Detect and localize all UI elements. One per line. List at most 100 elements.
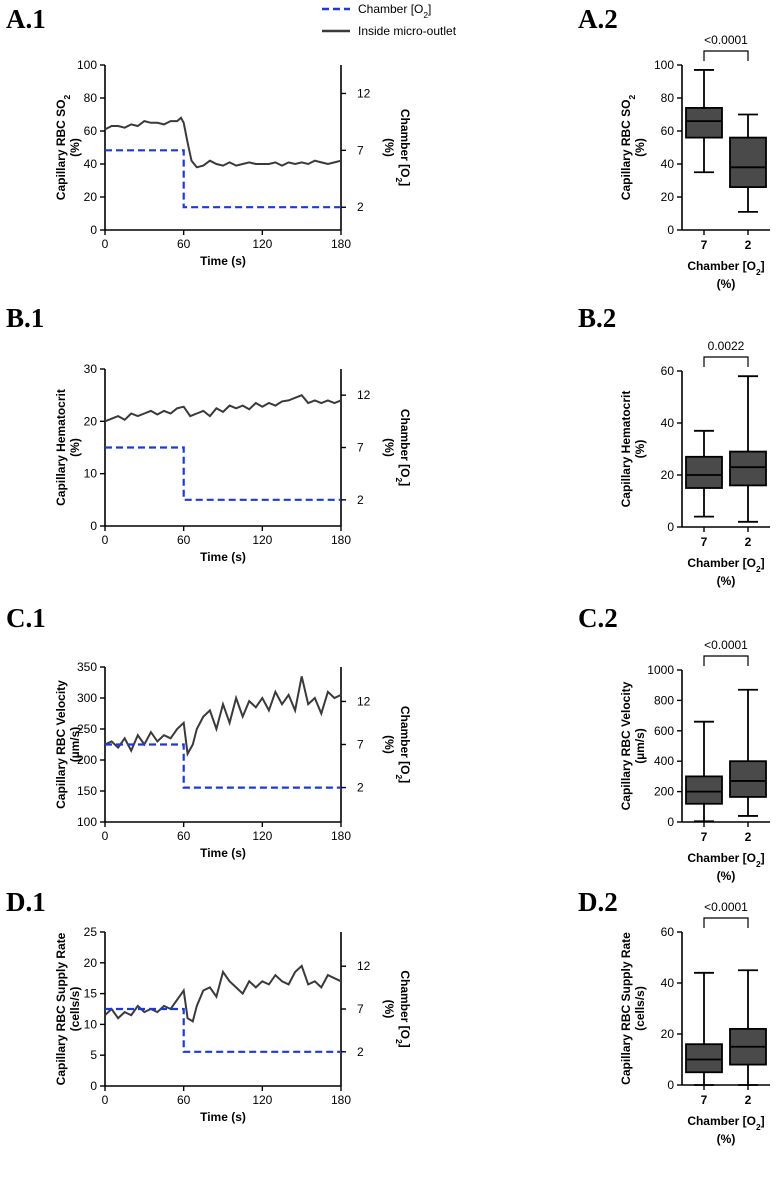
x-tick-label: 60 <box>177 829 191 843</box>
y-tick-label: 10 <box>84 467 98 481</box>
y-axis-unit: (cells/s) <box>68 987 82 1032</box>
legend: Chamber [O2] Inside micro-outlet <box>322 2 457 38</box>
x-tick-label: 60 <box>177 533 191 547</box>
y-axis-title: Capillary RBC SO2 <box>54 94 72 200</box>
panel-label-a1: A.1 <box>6 4 46 34</box>
y-tick-label: 100 <box>654 58 674 72</box>
y-tick-label: 20 <box>84 190 98 204</box>
y2-tick-label: 2 <box>357 493 364 507</box>
box-iqr <box>685 1043 723 1074</box>
box-iqr <box>685 455 723 489</box>
y-tick-label: 400 <box>654 754 674 768</box>
x-tick-label: 180 <box>331 237 351 251</box>
series-inside-micro-outlet <box>104 676 342 757</box>
legend-chamber-label: Chamber [O2] <box>358 2 431 20</box>
line-chart-2: 100 150 200 250 300 350 0 60 120 180 2 7 12 Time (s) C… <box>54 660 412 860</box>
y-axis-title: Capillary Hematocrit <box>619 391 633 508</box>
series-chamber-o2 <box>105 1007 341 1053</box>
p-value-label: <0.0001 <box>704 33 748 47</box>
y-tick-label: 60 <box>661 364 675 378</box>
x-tick-label: 0 <box>102 237 109 251</box>
y-tick-label: 0 <box>667 815 674 829</box>
y2-tick-label: 2 <box>357 1045 364 1059</box>
x-tick-label: 2 <box>745 1093 752 1107</box>
y-tick-label: 80 <box>84 91 98 105</box>
y2-axis-title: Chamber [O2] <box>394 970 412 1047</box>
y2-axis-title: Chamber [O2] <box>394 109 412 186</box>
y-tick-label: 30 <box>84 362 98 376</box>
x-tick-label: 0 <box>102 533 109 547</box>
y-axis-title: Capillary RBC Velocity <box>619 681 633 810</box>
series-chamber-o2 <box>105 446 341 501</box>
x-tick-label: 60 <box>177 1093 191 1107</box>
box-iqr <box>685 107 723 139</box>
x-axis-unit: (%) <box>717 1132 736 1146</box>
y2-tick-label: 7 <box>357 738 364 752</box>
y-axis-unit: (%) <box>633 440 647 459</box>
x-axis-title: Chamber [O2] <box>687 259 764 277</box>
y-tick-label: 600 <box>654 724 674 738</box>
y-tick-label: 100 <box>77 58 97 72</box>
x-tick-label: 120 <box>252 533 272 547</box>
y2-tick-label: 7 <box>357 143 364 157</box>
x-axis-unit: (%) <box>717 574 736 588</box>
x-tick-label: 180 <box>331 533 351 547</box>
y-axis-title: Capillary RBC Supply Rate <box>54 932 68 1085</box>
series-inside-micro-outlet <box>104 116 342 169</box>
significance-bracket <box>703 356 749 367</box>
y-axis-unit: (cells/s) <box>633 986 647 1031</box>
box-iqr <box>685 775 723 805</box>
y2-tick-label: 7 <box>357 441 364 455</box>
significance-bracket <box>703 917 749 928</box>
x-tick-label: 7 <box>701 535 708 549</box>
y-axis-unit: (%) <box>68 438 82 457</box>
series-chamber-o2 <box>105 149 341 209</box>
y-tick-label: 100 <box>77 815 97 829</box>
y-tick-label: 40 <box>661 416 675 430</box>
y2-tick-label: 12 <box>357 388 371 402</box>
y2-axis-title: Chamber [O2] <box>394 409 412 486</box>
y-axis-title: Capillary RBC Velocity <box>54 680 68 809</box>
y-tick-label: 350 <box>77 660 97 674</box>
p-value-label: 0.0022 <box>708 339 745 353</box>
y-tick-label: 200 <box>654 785 674 799</box>
y-axis-unit: (µm/s) <box>633 728 647 764</box>
p-value-label: <0.0001 <box>704 900 748 914</box>
panel-label-b1: B.1 <box>6 303 45 333</box>
y-axis-title: Capillary Hematocrit <box>54 389 68 506</box>
y-tick-label: 0 <box>90 1079 97 1093</box>
box-iqr <box>729 136 767 189</box>
x-tick-label: 7 <box>701 238 708 252</box>
box-iqr <box>729 450 767 487</box>
y-tick-label: 60 <box>84 124 98 138</box>
x-tick-label: 2 <box>745 238 752 252</box>
y-tick-label: 15 <box>84 987 98 1001</box>
x-tick-label: 60 <box>177 237 191 251</box>
y-tick-label: 1000 <box>647 663 674 677</box>
y-tick-label: 5 <box>90 1048 97 1062</box>
y-tick-label: 40 <box>661 157 675 171</box>
line-chart-1: 0 10 20 30 0 60 120 180 2 7 12 Time (s) Capillary He… <box>54 362 412 564</box>
y-tick-label: 20 <box>661 468 675 482</box>
y-tick-label: 20 <box>84 956 98 970</box>
x-tick-label: 7 <box>701 830 708 844</box>
y2-tick-label: 12 <box>357 694 371 708</box>
y-tick-label: 300 <box>77 691 97 705</box>
x-axis-unit: (%) <box>717 277 736 291</box>
y-axis-unit: (%) <box>68 138 82 157</box>
y-tick-label: 0 <box>90 519 97 533</box>
y2-axis-unit: (%) <box>382 138 396 157</box>
y-tick-label: 0 <box>667 223 674 237</box>
series-inside-micro-outlet <box>104 964 342 1023</box>
y-tick-label: 20 <box>661 1027 675 1041</box>
panel-label-a2: A.2 <box>578 4 618 34</box>
x-tick-label: 180 <box>331 829 351 843</box>
y2-tick-label: 12 <box>357 86 371 100</box>
x-tick-label: 120 <box>252 237 272 251</box>
y2-axis-unit: (%) <box>382 1000 396 1019</box>
x-axis-title: Chamber [O2] <box>687 556 764 574</box>
x-tick-label: 120 <box>252 829 272 843</box>
y-tick-label: 0 <box>667 1078 674 1092</box>
x-axis-title: Time (s) <box>200 1110 246 1124</box>
